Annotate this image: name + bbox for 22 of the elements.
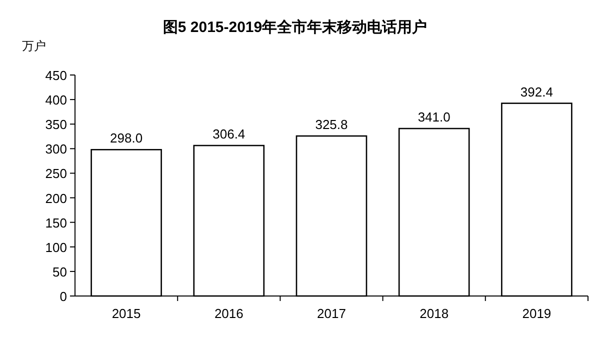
y-tick-label: 400 [45,92,67,108]
y-tick-label: 300 [45,142,67,157]
y-tick-label: 450 [45,68,67,83]
x-tick-label: 2019 [522,306,552,321]
data-label: 341.0 [418,110,450,125]
x-tick-label: 2018 [420,306,449,321]
y-tick-label: 100 [45,240,67,255]
y-tick-label: 350 [45,117,67,132]
y-tick-label: 250 [45,166,67,182]
y-tick-label: 50 [52,264,67,280]
y-tick-label: 200 [45,190,67,206]
data-label: 306.4 [212,126,246,142]
data-label: 392.4 [520,84,553,100]
x-tick-label: 2015 [112,306,141,321]
y-tick-label: 150 [45,215,67,230]
data-label: 325.8 [315,116,348,132]
title: 图5 2015-2019年全市年末移动电话用户 [162,19,428,36]
x-tick-label: 2017 [317,306,346,321]
ylabel: 万户 [22,39,46,53]
x-tick-label: 2016 [214,306,244,321]
data-label: 298.0 [110,130,143,146]
y-tick-label: 0 [60,289,67,304]
